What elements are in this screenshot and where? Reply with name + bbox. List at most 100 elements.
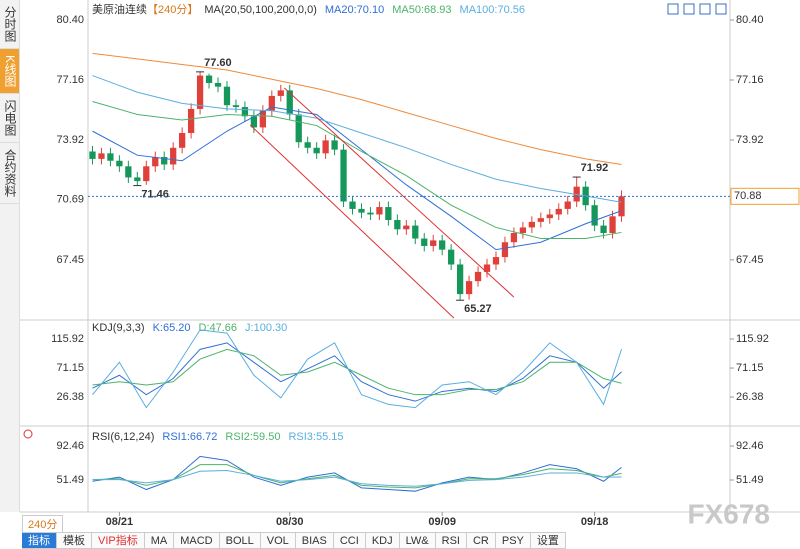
candle-body bbox=[295, 114, 302, 143]
last-price-box bbox=[730, 187, 800, 205]
sidebar-tab[interactable]: 分时图 bbox=[0, 0, 19, 49]
toolbar-button[interactable]: 设置 bbox=[530, 532, 566, 549]
candle-body bbox=[376, 207, 383, 215]
toolbar-button[interactable]: CR bbox=[466, 532, 496, 549]
x-tick-label: 08/21 bbox=[106, 516, 134, 528]
candle-body bbox=[385, 207, 392, 221]
y-tick-label: 115.92 bbox=[51, 333, 84, 345]
y-tick-label-right: 51.49 bbox=[736, 474, 764, 486]
toolbar-button[interactable]: LW& bbox=[399, 532, 436, 549]
candle-body bbox=[591, 205, 598, 226]
indicator-line bbox=[92, 464, 622, 489]
sidebar-tab[interactable]: 合约资料 bbox=[0, 143, 19, 205]
legend-entry: J:100.30 bbox=[245, 322, 287, 334]
background bbox=[20, 0, 800, 549]
indicator: MA(20,50,100,200,0,0) bbox=[204, 4, 317, 16]
candle-body bbox=[349, 201, 356, 209]
legend-entry: K:65.20 bbox=[153, 322, 191, 334]
candle-body bbox=[600, 225, 607, 233]
sidebar-tab[interactable]: K线图 bbox=[0, 49, 19, 95]
candle-body bbox=[394, 220, 401, 230]
candle-body bbox=[367, 212, 374, 215]
y-tick-label-right: 73.92 bbox=[736, 134, 764, 146]
candle-body bbox=[448, 249, 455, 265]
ma-line bbox=[92, 106, 622, 251]
toolbar-button[interactable]: VIP指标 bbox=[92, 532, 145, 549]
trend-line bbox=[284, 87, 515, 298]
toolbar-button[interactable]: MA bbox=[144, 532, 175, 549]
candle-body bbox=[152, 157, 159, 167]
toolbar-button[interactable]: MACD bbox=[174, 532, 220, 549]
toolbar-button[interactable]: RSI bbox=[435, 532, 467, 549]
y-tick-label: 70.69 bbox=[56, 194, 84, 206]
x-tick-label: 09/18 bbox=[581, 516, 609, 528]
trend-line bbox=[249, 124, 455, 319]
sidebar-tab[interactable]: 闪电图 bbox=[0, 94, 19, 144]
candle-body bbox=[340, 149, 347, 202]
indicator-line bbox=[92, 455, 622, 492]
toolbar-button[interactable]: KDJ bbox=[365, 532, 400, 549]
candle-body bbox=[456, 264, 464, 295]
y-tick-label-right: 67.45 bbox=[736, 254, 764, 266]
candle-body bbox=[125, 166, 132, 178]
candle-body bbox=[403, 225, 410, 230]
toolbar-button[interactable]: 模板 bbox=[57, 532, 92, 549]
toolbar-button[interactable]: CCI bbox=[333, 532, 366, 549]
candle-body bbox=[483, 264, 491, 272]
candle-body bbox=[501, 242, 509, 258]
candle-body bbox=[421, 238, 428, 246]
toolbar-button[interactable]: 指标 bbox=[22, 532, 57, 549]
candle-body bbox=[313, 147, 320, 154]
period: 【240分】 bbox=[147, 3, 198, 16]
candle-body bbox=[528, 221, 535, 228]
candle-body bbox=[537, 218, 544, 222]
panel-header: RSI(6,12,24) RSI1:66.72 RSI2:59.50 RSI3:55.… bbox=[92, 431, 344, 443]
legend-entry: RSI3:55.15 bbox=[288, 431, 343, 443]
y-tick-label-right: 115.92 bbox=[736, 333, 769, 345]
y-tick-label: 80.40 bbox=[56, 14, 84, 26]
ma-line bbox=[92, 101, 622, 240]
candle-body bbox=[618, 196, 625, 217]
settings-icon[interactable] bbox=[23, 429, 33, 439]
candle-body bbox=[331, 140, 338, 150]
candle-body bbox=[510, 232, 518, 243]
candle-body bbox=[214, 82, 222, 87]
period-label[interactable]: 240分 bbox=[22, 515, 64, 533]
panel-header: KDJ(9,3,3) K:65.20 D:47.66 J:100.30 bbox=[92, 322, 287, 334]
candle-body bbox=[546, 214, 553, 219]
candle-body bbox=[116, 160, 123, 167]
y-tick-label: 26.38 bbox=[56, 391, 84, 403]
y-tick-label: 92.46 bbox=[56, 440, 84, 452]
ma-line bbox=[92, 75, 622, 203]
toolbar-button[interactable]: BOLL bbox=[219, 532, 261, 549]
candle-body bbox=[358, 208, 365, 213]
toolbar-button[interactable]: BIAS bbox=[295, 532, 334, 549]
candle-body bbox=[196, 75, 204, 109]
y-tick-label: 51.49 bbox=[56, 474, 84, 486]
legend-entry: MA50:68.93 bbox=[392, 4, 451, 16]
candle-body bbox=[170, 147, 177, 165]
extreme-label: 71.46 bbox=[141, 188, 169, 200]
toolbar-button[interactable]: VOL bbox=[260, 532, 296, 549]
candle-body bbox=[232, 105, 240, 108]
candle-body bbox=[555, 208, 562, 215]
candle-body bbox=[241, 107, 249, 117]
candle-body bbox=[609, 216, 616, 233]
candle-body bbox=[98, 153, 105, 159]
legend-entry: MA100:70.56 bbox=[460, 4, 525, 16]
toolbar-icons[interactable] bbox=[667, 3, 727, 15]
y-tick-label: 71.15 bbox=[56, 362, 84, 374]
candle-body bbox=[268, 95, 275, 111]
extreme-label: 77.60 bbox=[204, 57, 232, 69]
sidebar: 分时图 K线图 闪电图 合约资料 bbox=[0, 0, 20, 512]
candle-body bbox=[107, 153, 114, 161]
candle-body bbox=[179, 132, 186, 148]
candle-body bbox=[250, 116, 258, 128]
candle-body bbox=[89, 151, 96, 159]
panel-header: 美原油连续【240分】 MA(20,50,100,200,0,0) MA20:70.… bbox=[92, 2, 525, 16]
title: 美原油连续 bbox=[92, 2, 147, 16]
toolbar-button[interactable]: PSY bbox=[495, 532, 531, 549]
y-tick-label-right: 77.16 bbox=[736, 74, 764, 86]
candle-body bbox=[277, 90, 284, 96]
